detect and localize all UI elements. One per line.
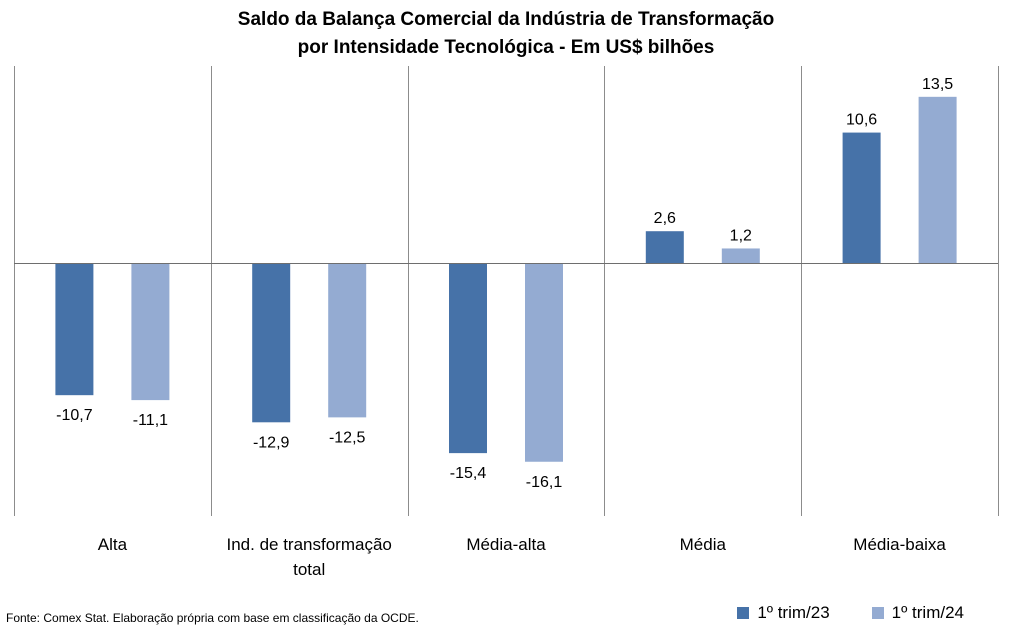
bar	[842, 132, 881, 264]
bar	[645, 231, 684, 264]
legend-swatch	[737, 607, 750, 619]
category-label: Alta	[98, 535, 128, 554]
chart-title-block: Saldo da Balança Comercial da Indústria …	[0, 6, 1012, 62]
legend-item-series-1: 1º trim/23	[737, 603, 830, 623]
category-label: total	[293, 560, 325, 579]
data-label: 1,2	[730, 227, 752, 244]
category-label: Ind. de transformação	[227, 535, 392, 554]
data-label: -11,1	[133, 412, 168, 429]
data-label: -12,9	[253, 434, 290, 451]
legend-swatch	[871, 607, 884, 619]
bar	[918, 96, 957, 264]
category-label: Média-alta	[466, 535, 546, 554]
bar	[131, 263, 170, 401]
bar	[721, 248, 760, 264]
source-note: Fonte: Comex Stat. Elaboração própria co…	[6, 611, 419, 625]
chart-legend: 1º trim/23 1º trim/24	[695, 603, 964, 623]
data-label: -10,7	[56, 407, 93, 424]
data-label: 2,6	[654, 210, 676, 227]
bar	[525, 263, 563, 462]
legend-item-series-2: 1º trim/24	[871, 603, 964, 623]
bar	[55, 263, 94, 396]
category-label: Média-baixa	[853, 535, 946, 554]
bar	[449, 263, 487, 454]
data-label: -12,5	[329, 429, 366, 446]
legend-label: 1º trim/23	[757, 603, 830, 622]
data-label: -15,4	[450, 465, 487, 482]
chart-subtitle: por Intensidade Tecnológica - Em US$ bil…	[297, 37, 715, 58]
legend-label: 1º trim/24	[891, 603, 964, 622]
chart-title: Saldo da Balança Comercial da Indústria …	[237, 9, 775, 30]
data-label: -16,1	[526, 474, 563, 491]
data-label: 10,6	[846, 112, 877, 129]
bar	[328, 263, 367, 418]
data-label: 13,5	[922, 76, 953, 93]
category-label: Média	[680, 535, 727, 554]
bar	[252, 263, 291, 423]
